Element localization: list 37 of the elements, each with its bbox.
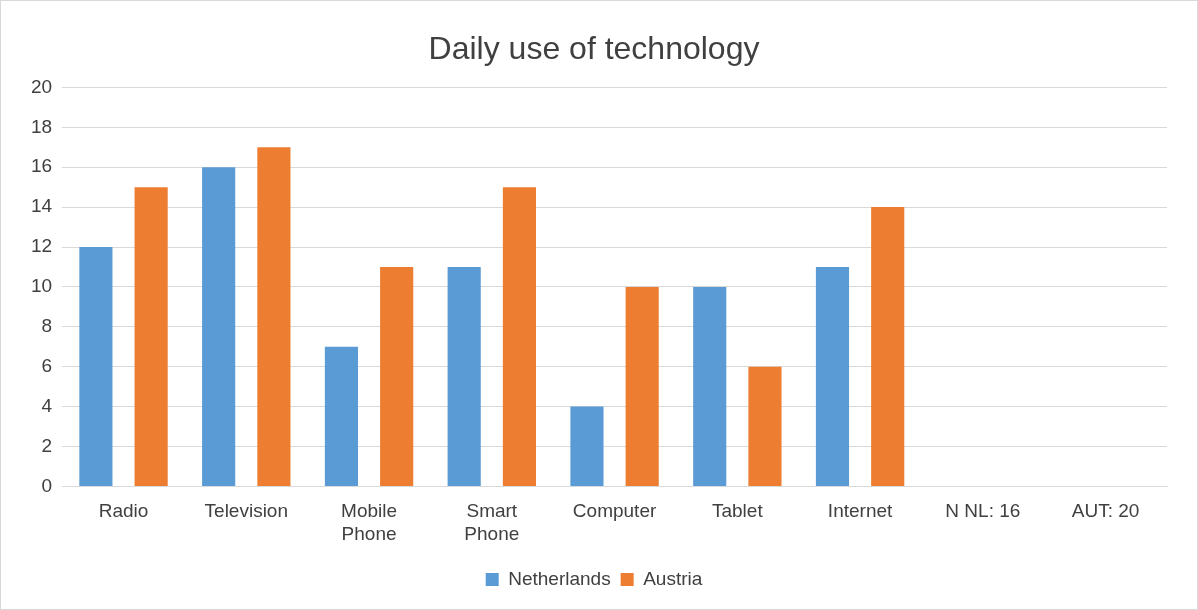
y-tick-label: 2 — [41, 434, 53, 456]
x-tick-label: N NL: 16 — [945, 500, 1021, 522]
bar — [79, 247, 113, 486]
bar — [502, 187, 536, 486]
y-tick-label: 6 — [41, 354, 53, 376]
x-tick-label: AUT: 20 — [1071, 500, 1140, 522]
y-tick-label: 10 — [30, 275, 53, 297]
y-tick-label: 8 — [41, 315, 53, 337]
bar — [447, 266, 481, 486]
bar — [748, 366, 782, 486]
y-tick-label: 0 — [41, 474, 53, 496]
y-tick-label: 20 — [30, 75, 53, 97]
y-tick-label: 18 — [30, 115, 53, 137]
x-tick-label: Radio — [98, 500, 149, 522]
x-tick-label: Mobile Phone — [341, 500, 398, 544]
y-tick-label: 16 — [30, 155, 53, 177]
x-tick-label: Smart Phone — [464, 500, 520, 544]
bar — [202, 167, 236, 486]
bar — [625, 286, 659, 486]
x-tick-label: Internet — [827, 500, 894, 522]
bar — [570, 406, 604, 486]
bar — [871, 207, 905, 486]
legend-label: Netherlands — [508, 567, 611, 589]
y-tick-label: 12 — [30, 235, 53, 257]
y-tick-label: 4 — [41, 394, 53, 416]
chart-title: Daily use of technology — [428, 30, 760, 67]
bar — [815, 266, 850, 486]
x-tick-label: Computer — [572, 500, 657, 522]
bar — [693, 286, 727, 486]
bar — [134, 187, 168, 486]
bar — [380, 266, 414, 486]
x-tick-label: Television — [204, 500, 288, 522]
y-tick-label: 14 — [30, 195, 53, 217]
x-tick-label: Tablet — [711, 500, 764, 522]
legend-label: Austria — [643, 567, 703, 589]
bar — [324, 346, 358, 486]
bar — [257, 147, 291, 486]
